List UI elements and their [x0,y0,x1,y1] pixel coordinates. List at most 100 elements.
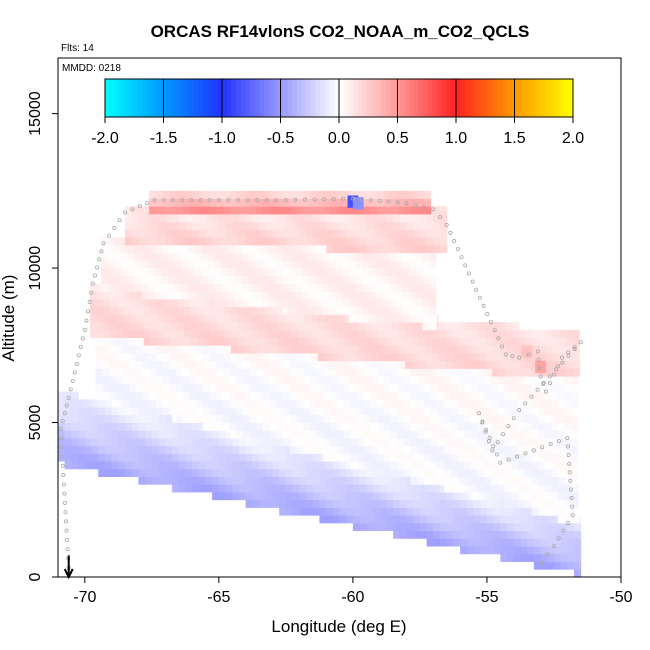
heatmap-cell [330,414,338,423]
heatmap-cell [350,453,358,462]
heatmap-cell [346,237,354,246]
heatmap-cell [493,507,501,516]
heatmap-cell [125,206,133,215]
heatmap-cell [484,407,492,416]
heatmap-cell [348,252,356,261]
heatmap-cell [196,368,204,377]
heatmap-cell [125,414,133,423]
heatmap-cell [184,322,192,331]
heatmap-cell [430,383,438,393]
heatmap-cell [524,407,532,416]
heatmap-cell [104,461,113,470]
heatmap-cell [507,507,515,516]
heatmap-cell [512,345,520,354]
heatmap-cell [122,360,130,369]
heatmap-cell [141,275,149,284]
heatmap-cell [284,345,292,354]
flight-track-point [68,387,73,392]
heatmap-cell [505,329,513,338]
flight-track-point [506,424,511,429]
heatmap-cell [288,244,296,254]
heatmap-cell [429,275,437,284]
heatmap-cell [318,329,326,338]
heatmap-cell [275,268,283,277]
heatmap-cell [147,252,155,261]
heatmap-cell [326,492,334,501]
heatmap-cell [507,530,515,539]
heatmap-cell [343,430,351,439]
heatmap-cell [336,399,344,408]
heatmap-cell [98,399,106,408]
heatmap-cell [446,492,454,501]
heatmap-cell [78,422,86,431]
heatmap-cell [389,275,397,284]
heatmap-cell [127,268,135,277]
heatmap-cell [291,337,299,346]
heatmap-cell [457,484,465,493]
heatmap-cell [490,376,499,385]
heatmap-cell [188,291,196,300]
flight-track-point [547,374,552,379]
heatmap-cell [90,291,98,300]
heatmap-cell [218,461,226,470]
heatmap-cell [330,391,338,400]
heatmap-cell [150,298,158,308]
flight-track-point [226,198,231,203]
heatmap-cell [430,399,438,408]
heatmap-cell [192,214,200,223]
heatmap-cell [131,414,139,423]
heatmap-cell [147,275,155,284]
heatmap-cell [96,314,104,323]
flight-track-point [264,198,269,203]
heatmap-cell [316,190,324,199]
heatmap-cell [517,499,525,508]
heatmap-cell [185,237,193,246]
heatmap-cell [131,407,139,416]
heatmap-cell [259,484,267,493]
heatmap-cell [519,368,527,377]
heatmap-cell [504,461,512,470]
heatmap-cell [399,499,407,508]
heatmap-cell [558,422,566,431]
heatmap-cell [453,530,461,539]
heatmap-cell [410,445,418,454]
heatmap-cell [296,445,304,454]
heatmap-cell [216,198,224,207]
colorbar-swatch [105,79,111,117]
heatmap-cell [279,229,287,238]
heatmap-cell [78,437,86,447]
heatmap-cell [423,437,432,447]
flight-track-point [438,215,443,220]
heatmap-cell [419,515,428,524]
heatmap-cell [553,530,562,539]
heatmap-cell [403,461,411,470]
heatmap-cell [283,353,291,362]
heatmap-cell [464,476,472,485]
x-tick-label: -60 [341,589,364,606]
flight-track-point [87,300,92,305]
heatmap-cell [216,422,224,431]
heatmap-cell [162,368,170,377]
flight-track-point [535,349,540,354]
heatmap-cell [385,329,393,338]
heatmap-cell [328,252,336,261]
heatmap-cell [410,468,418,477]
heatmap-cell [395,275,403,284]
heatmap-cell [244,337,252,346]
heatmap-cell [525,329,533,338]
heatmap-cell [165,445,173,454]
heatmap-cell [155,190,163,199]
heatmap-cell [423,368,432,377]
heatmap-cell [330,407,338,416]
heatmap-cell [292,453,300,462]
heatmap-cell [299,492,307,501]
heatmap-cell [499,345,507,354]
heatmap-cell [108,337,117,346]
heatmap-cell [460,546,468,555]
heatmap-cell [352,507,360,516]
heatmap-cell [513,530,521,539]
heatmap-cell [264,322,272,331]
heatmap-cell [430,468,438,477]
heatmap-cell [403,430,411,439]
heatmap-cell [356,461,365,470]
